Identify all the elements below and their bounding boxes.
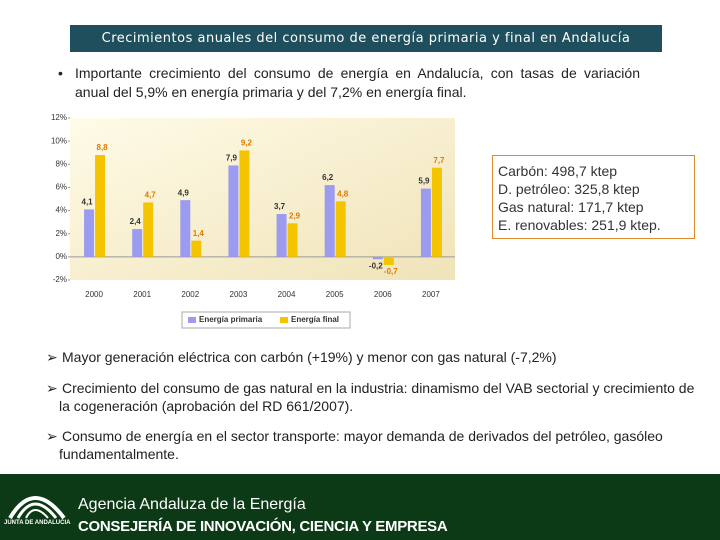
x-tick-label: 2006 — [374, 290, 392, 299]
slide-title: Crecimientos anuales del consumo de ener… — [70, 25, 662, 52]
point-text: Consumo de energía en el sector transpor… — [59, 428, 663, 462]
point-text: Crecimiento del consumo de gas natural e… — [59, 380, 695, 414]
bar — [84, 209, 95, 257]
bar — [372, 256, 383, 260]
box-line: Carbón: 498,7 ktep — [498, 163, 618, 179]
value-label: -0,2 — [369, 261, 383, 270]
box-line: Gas natural: 171,7 ktep — [498, 199, 644, 215]
plot-background — [70, 118, 455, 280]
intro-bullet: • Importante crecimiento del consumo de e… — [58, 65, 640, 100]
x-tick-label: 2005 — [326, 290, 344, 299]
x-tick-label: 2001 — [133, 290, 151, 299]
bar — [420, 188, 431, 257]
value-label: -0,7 — [384, 267, 398, 276]
footer — [0, 474, 720, 540]
value-label: 7,9 — [226, 154, 238, 163]
value-label: 4,9 — [178, 188, 190, 197]
value-label: 4,8 — [337, 189, 349, 198]
bar — [228, 165, 239, 257]
bar — [132, 229, 143, 257]
value-label: 8,8 — [97, 143, 109, 152]
legend-swatch — [280, 317, 288, 323]
ministry-name: CONSEJERÍA DE INNOVACIÓN, CIENCIA Y EMPR… — [78, 518, 448, 535]
point: ➢ Mayor generación eléctrica con carbón (… — [46, 348, 696, 366]
value-label: 6,2 — [322, 173, 334, 182]
x-tick-label: 2002 — [181, 290, 199, 299]
logo — [8, 496, 66, 520]
x-tick-label: 2007 — [422, 290, 440, 299]
legend-frame — [181, 311, 351, 329]
bar — [287, 223, 298, 257]
bar — [276, 214, 287, 257]
y-tick-label: -2% — [53, 275, 67, 284]
bar — [431, 167, 442, 257]
y-tick-label: 4% — [55, 206, 67, 215]
value-label: 9,2 — [241, 139, 253, 148]
bar — [95, 155, 106, 257]
value-label: 4,7 — [145, 191, 157, 200]
value-label: 4,1 — [82, 198, 94, 207]
box-line: D. petróleo: 325,8 ktep — [498, 181, 640, 197]
bar — [383, 256, 394, 265]
legend-swatch — [188, 317, 196, 323]
y-tick-label: 10% — [51, 136, 67, 145]
bar — [191, 240, 202, 257]
x-tick-label: 2003 — [230, 290, 248, 299]
bar — [239, 150, 250, 257]
legend-label: Energía final — [291, 315, 339, 324]
value-label: 3,7 — [274, 202, 286, 211]
chart: -2% 0% 2% 4% 6% 8% 10% 12% 2000 4,1 8,8 2001 2,4 4,7 2… — [51, 113, 455, 329]
bar — [324, 185, 335, 257]
consumption-box: Carbón: 498,7 ktep D. petróleo: 325,8 kt… — [492, 155, 695, 239]
intro-text: Importante crecimiento del consumo de en… — [75, 65, 640, 100]
x-tick-label: 2000 — [85, 290, 103, 299]
value-label: 7,7 — [433, 156, 445, 165]
agency-name: Agencia Andaluza de la Energía — [78, 496, 306, 513]
bar — [180, 200, 191, 257]
y-tick-label: 6% — [55, 183, 67, 192]
point: ➢ Crecimiento del consumo de gas natural … — [46, 380, 695, 414]
x-tick-label: 2004 — [278, 290, 296, 299]
y-tick-label: 8% — [55, 159, 67, 168]
y-tick-label: 12% — [51, 113, 67, 122]
legend-label: Energía primaria — [199, 315, 263, 324]
bar — [143, 202, 154, 257]
y-tick-label: 2% — [55, 229, 67, 238]
point: ➢ Consumo de energía en el sector transpo… — [46, 427, 696, 463]
box-line: E. renovables: 251,9 ktep. — [498, 217, 661, 233]
bar — [335, 201, 346, 257]
value-label: 2,9 — [289, 211, 301, 220]
value-label: 5,9 — [418, 177, 430, 186]
value-label: 2,4 — [130, 217, 142, 226]
y-tick-label: 0% — [55, 252, 67, 261]
logo-caption: JUNTA DE ANDALUCIA — [4, 520, 71, 526]
value-label: 1,4 — [193, 229, 205, 238]
point-text: Mayor generación eléctrica con carbón (+… — [62, 349, 557, 365]
